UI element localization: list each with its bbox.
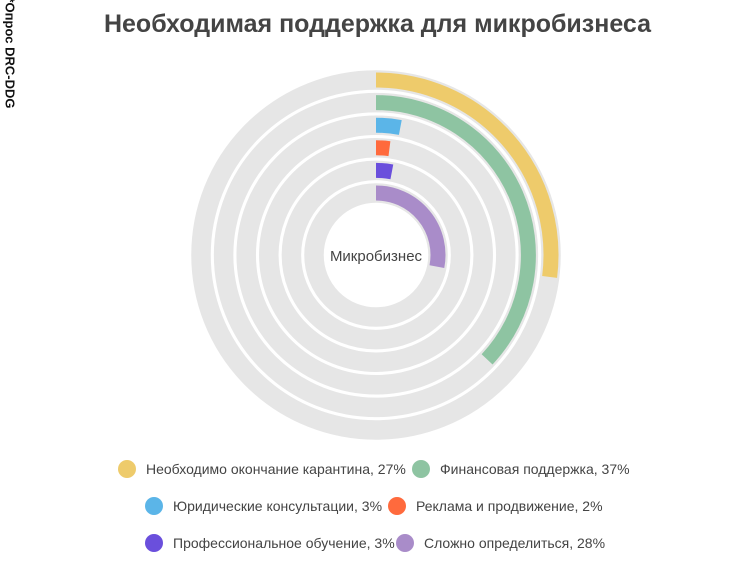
legend-marker bbox=[145, 497, 163, 515]
legend-label: Реклама и продвижение, 2% bbox=[416, 498, 603, 514]
radial-bar[interactable] bbox=[375, 185, 446, 269]
radial-bar[interactable] bbox=[375, 117, 402, 135]
radial-bar[interactable] bbox=[375, 72, 559, 278]
legend-marker bbox=[145, 534, 163, 552]
legend-marker bbox=[388, 497, 406, 515]
radial-bar[interactable] bbox=[375, 162, 394, 180]
radial-bar[interactable] bbox=[375, 140, 391, 157]
center-label: Микробизнес bbox=[330, 248, 423, 265]
legend-item[interactable]: Юридические консультации, 3% bbox=[145, 497, 382, 515]
chart-title: Необходимая поддержка для микробизнеса bbox=[103, 10, 652, 38]
legend-label: Профессиональное обучение, 3% bbox=[173, 535, 395, 551]
legend-item[interactable]: Необходимо окончание карантина, 27% bbox=[118, 460, 406, 478]
legend-label: Необходимо окончание карантина, 27% bbox=[146, 461, 406, 477]
legend-label: Юридические консультации, 3% bbox=[173, 498, 383, 514]
legend-item[interactable]: Сложно определиться, 28% bbox=[396, 534, 605, 552]
legend-label: Сложно определиться, 28% bbox=[424, 535, 606, 551]
radial-bar[interactable] bbox=[375, 95, 536, 365]
legend-label: Финансовая поддержка, 37% bbox=[440, 461, 630, 477]
legend-item[interactable]: Реклама и продвижение, 2% bbox=[388, 497, 603, 515]
legend-item[interactable]: Финансовая поддержка, 37% bbox=[412, 460, 630, 478]
legend-marker bbox=[412, 460, 430, 478]
legend-marker bbox=[118, 460, 136, 478]
legend-marker bbox=[396, 534, 414, 552]
legend-item[interactable]: Профессиональное обучение, 3% bbox=[145, 534, 395, 552]
